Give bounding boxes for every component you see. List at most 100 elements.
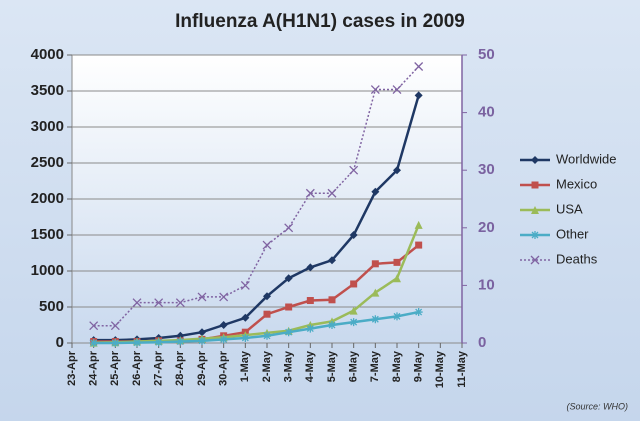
legend-label: Other [556,226,589,241]
marker [263,292,271,301]
marker [284,223,294,233]
marker [414,308,423,317]
y-tick-label: 0 [56,334,64,351]
x-tick-label: 30-Apr [218,350,230,386]
marker [349,318,358,327]
marker [219,321,228,329]
y-tick-label: 500 [39,298,64,315]
marker [284,274,293,283]
y-tick-label: 4000 [31,46,64,63]
marker [132,298,142,308]
y2-tick-label: 30 [478,161,495,178]
marker [198,328,206,337]
x-tick-label: 9-May [413,350,425,382]
marker [349,165,359,175]
marker [370,85,380,95]
marker [219,335,228,344]
x-tick-label: 2-May [261,350,273,382]
y2-tick-label: 40 [478,104,495,121]
marker [241,333,250,342]
marker [110,321,120,331]
x-tick-label: 1-May [239,350,251,382]
x-tick-label: 26-Apr [131,350,143,386]
marker [263,331,271,340]
marker [176,337,185,346]
marker [306,324,315,333]
chart-title: Influenza A(H1N1) cases in 2009 [175,11,465,32]
marker [328,321,336,329]
marker [305,188,315,198]
marker [531,181,539,189]
marker [241,313,250,322]
x-tick-label: 6-May [348,350,360,382]
marker [89,321,99,331]
y2-tick-label: 0 [478,334,486,351]
marker [371,187,380,196]
x-tick-label: 25-Apr [109,350,121,386]
marker [414,62,424,71]
y-tick-label: 1000 [31,262,64,279]
marker [531,231,539,239]
legend-label: Deaths [556,251,598,266]
y-tick-label: 1500 [31,226,64,243]
x-tick-label: 5-May [326,350,338,382]
marker [327,188,337,198]
x-tick-label: 7-May [369,350,381,382]
marker [531,206,539,214]
y-tick-label: 2500 [31,154,64,171]
marker [371,315,380,324]
x-tick-label: 28-Apr [174,350,186,386]
marker [306,297,314,305]
legend-label: Worldwide [556,151,616,166]
marker [240,280,250,290]
marker [393,312,401,321]
marker [393,274,401,283]
marker [154,338,163,347]
y-tick-label: 2000 [31,190,64,207]
marker [392,85,402,95]
y-tick-label: 3500 [31,82,64,99]
marker [198,336,206,345]
marker [285,303,293,311]
legend-label: Mexico [556,176,597,191]
marker [89,339,98,347]
y-tick-label: 3000 [31,118,64,135]
marker [531,156,539,164]
marker [414,220,423,229]
y2-tick-label: 20 [478,219,495,236]
marker [328,256,336,265]
x-tick-label: 24-Apr [88,350,100,386]
marker [133,338,141,347]
series-line [93,310,419,345]
marker [262,240,272,250]
marker [154,298,164,308]
x-tick-label: 10-May [434,350,446,388]
x-tick-label: 8-May [391,350,403,382]
x-tick-label: 3-May [283,350,295,382]
marker [111,339,120,347]
marker [414,91,423,100]
x-tick-label: 27-Apr [153,350,165,386]
marker [197,292,207,302]
y2-tick-label: 50 [478,46,495,63]
x-tick-label: 11-May [456,350,468,388]
marker [393,258,401,266]
x-tick-label: 23-Apr [66,350,78,386]
marker [350,280,358,288]
marker [530,255,540,265]
marker [284,328,293,337]
marker [328,296,336,304]
series-line [93,66,420,327]
x-tick-label: 4-May [304,350,316,382]
marker [263,310,271,318]
marker [349,306,358,315]
marker [175,298,185,308]
marker [219,292,229,302]
series-line [93,94,420,342]
source-note: (Source: WHO) [566,401,628,411]
marker [415,241,423,249]
series-line [93,224,420,344]
x-tick-label: 29-Apr [196,350,208,386]
marker [371,288,380,297]
